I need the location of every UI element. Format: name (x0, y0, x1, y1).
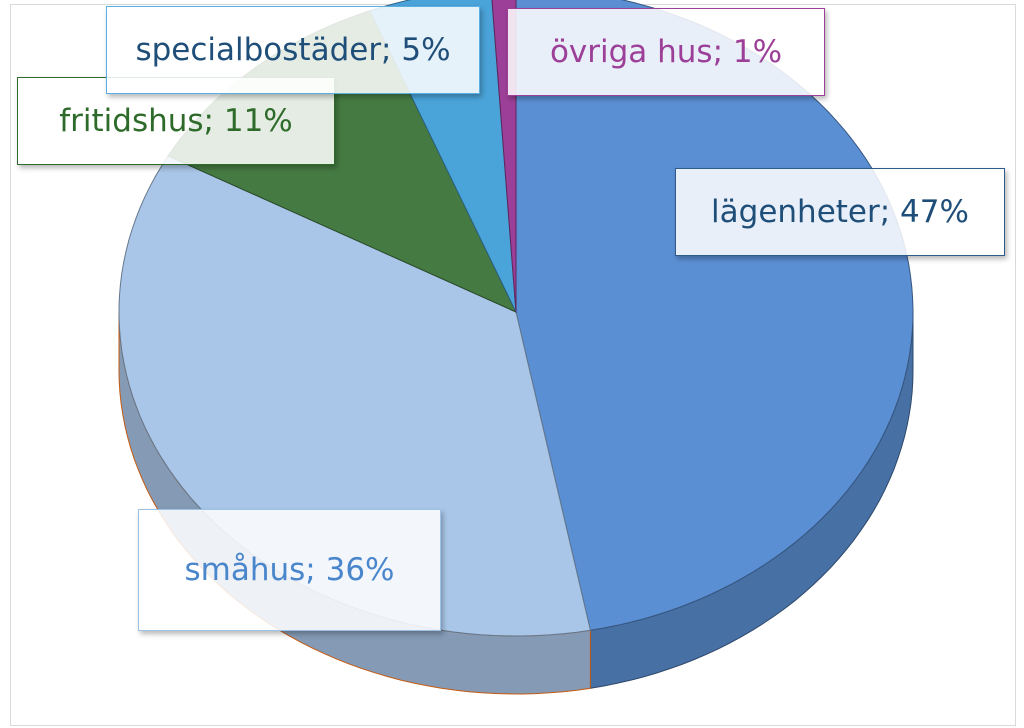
data-label-specialbost-der: specialbostäder; 5% (106, 6, 480, 94)
data-label-l-genheter: lägenheter; 47% (675, 168, 1005, 256)
data-label--vriga-hus: övriga hus; 1% (507, 8, 825, 96)
data-label-sm-hus: småhus; 36% (138, 509, 441, 631)
